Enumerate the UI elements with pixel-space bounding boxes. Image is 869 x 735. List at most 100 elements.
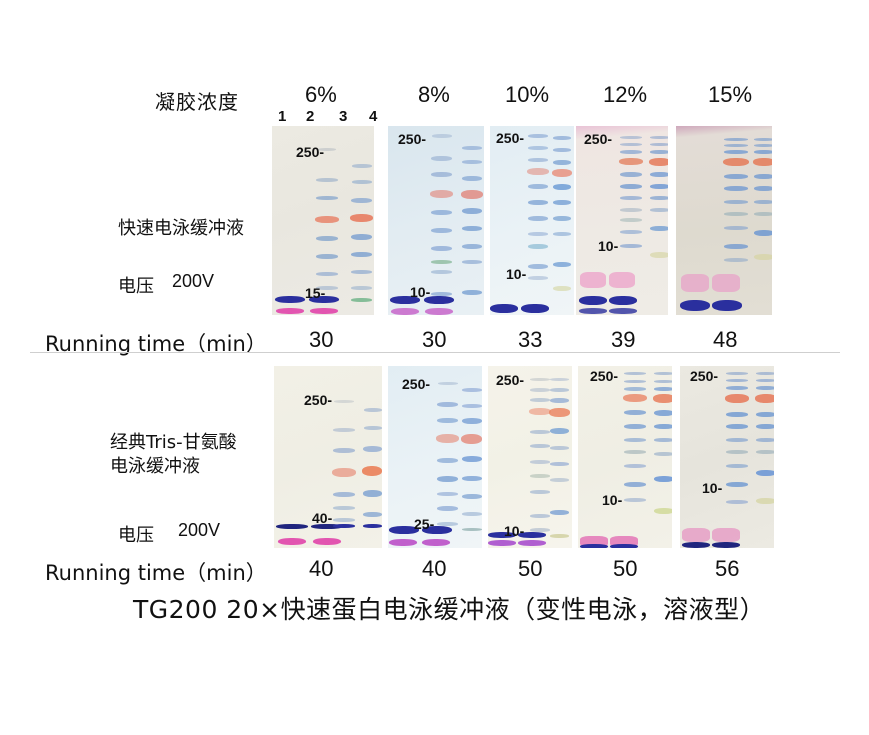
ladder-band <box>530 490 550 494</box>
ladder-band <box>754 150 772 154</box>
sample-smear-pink <box>682 528 710 542</box>
ladder-band <box>431 246 452 251</box>
gel-marker-250: 250- <box>584 131 613 147</box>
sample-band-blue <box>609 308 637 314</box>
row1-running-time-6: 30 <box>309 327 334 352</box>
figure-caption: TG200 20×快速蛋白电泳缓冲液（变性电泳，溶液型） <box>133 595 766 624</box>
gel-row2-12pct[interactable]: 250- 10- <box>578 366 672 548</box>
ladder-band <box>333 492 355 497</box>
ladder-band <box>363 490 382 497</box>
ladder-band-red <box>527 168 549 175</box>
concentration-header-15: 15% <box>708 82 753 107</box>
row1-running-time-label: Running time（min） <box>45 332 267 356</box>
ladder-band-red <box>461 190 483 199</box>
gel-marker-10: 10- <box>602 492 623 508</box>
ladder-band <box>620 244 642 248</box>
ladder-band <box>726 372 748 375</box>
gel-marker-250: 250- <box>496 372 525 388</box>
row1-running-time-10: 33 <box>518 327 543 352</box>
ladder-band <box>550 388 569 392</box>
sample-band-blue <box>610 544 638 548</box>
ladder-band <box>528 264 548 269</box>
ladder-band <box>726 482 748 487</box>
sample-smear-pink <box>610 536 638 547</box>
row2-running-time-6: 40 <box>309 556 334 581</box>
concentration-header-6: 6% <box>305 82 337 107</box>
ladder-band <box>650 196 668 200</box>
lane-number-3: 3 <box>339 108 348 125</box>
sample-band-pink <box>488 540 516 546</box>
sample-band-pink <box>422 539 450 546</box>
row-divider <box>30 352 840 353</box>
ladder-band <box>724 186 748 191</box>
ladder-band <box>726 438 748 442</box>
gel-row2-6pct[interactable]: 250- 40- <box>274 366 382 548</box>
ladder-band <box>528 244 548 249</box>
gel-marker-10: 10- <box>598 238 619 254</box>
gel-row1-10pct[interactable]: 250- 10- <box>490 126 574 315</box>
ladder-band <box>333 428 355 432</box>
ladder-band <box>756 470 774 476</box>
ladder-band <box>620 208 642 212</box>
ladder-band <box>756 424 774 429</box>
ladder-band <box>432 134 452 138</box>
gel-lanes <box>388 126 484 315</box>
sample-band-blue <box>609 296 637 305</box>
gel-row1-15pct[interactable] <box>676 126 772 315</box>
ladder-band-red <box>461 434 482 444</box>
ladder-band <box>550 478 569 482</box>
ladder-band <box>462 456 482 462</box>
ladder-band <box>437 506 458 511</box>
ladder-band <box>333 506 355 510</box>
lane-number-2: 2 <box>306 108 315 125</box>
ladder-band <box>650 252 668 258</box>
ladder-band <box>550 378 569 381</box>
ladder-band <box>654 452 672 456</box>
ladder-band <box>530 388 550 392</box>
sample-band-blue <box>518 532 546 538</box>
ladder-band <box>756 386 774 390</box>
ladder-band <box>438 382 458 385</box>
ladder-band <box>530 474 550 478</box>
ladder-band <box>462 146 482 150</box>
ladder-band <box>462 260 482 264</box>
row2-voltage-value: 200V <box>178 520 221 540</box>
gel-lanes <box>676 126 772 315</box>
ladder-band-red <box>753 158 772 166</box>
ladder-band-red <box>436 434 459 443</box>
gel-row1-6pct[interactable]: 250- 15- <box>272 126 374 315</box>
ladder-band <box>530 378 550 381</box>
ladder-band <box>650 226 668 231</box>
gel-row1-12pct[interactable]: 250- 10- <box>576 126 668 315</box>
ladder-band <box>437 522 458 526</box>
sample-band-blue <box>490 304 518 313</box>
ladder-band-red <box>350 214 373 222</box>
sample-smear-pink <box>681 274 709 292</box>
gel-row2-10pct[interactable]: 250- 10- <box>488 366 572 548</box>
gel-row2-15pct[interactable]: 250- 10- <box>680 366 774 548</box>
ladder-band <box>550 534 569 538</box>
ladder-band <box>431 260 452 264</box>
ladder-band <box>553 184 571 190</box>
gel-marker-250: 250- <box>296 144 325 160</box>
ladder-band <box>462 512 482 516</box>
ladder-band <box>624 438 646 442</box>
sample-smear-pink <box>580 536 608 547</box>
ladder-band <box>333 518 355 522</box>
ladder-band <box>462 160 482 164</box>
sample-band-blue <box>682 542 710 548</box>
sample-smear-pink <box>580 272 606 288</box>
ladder-band <box>654 438 672 442</box>
ladder-band <box>462 244 482 249</box>
ladder-band <box>754 212 772 216</box>
ladder-band <box>316 286 338 290</box>
gel-row1-8pct[interactable]: 250- 10- <box>388 126 484 315</box>
ladder-band <box>530 514 550 518</box>
ladder-band <box>726 450 748 454</box>
ladder-band <box>528 146 548 150</box>
gel-row2-8pct[interactable]: 250- 25- <box>388 366 482 548</box>
ladder-band <box>553 262 571 267</box>
ladder-band <box>363 524 382 528</box>
ladder-band <box>726 412 748 417</box>
ladder-band <box>530 460 550 464</box>
